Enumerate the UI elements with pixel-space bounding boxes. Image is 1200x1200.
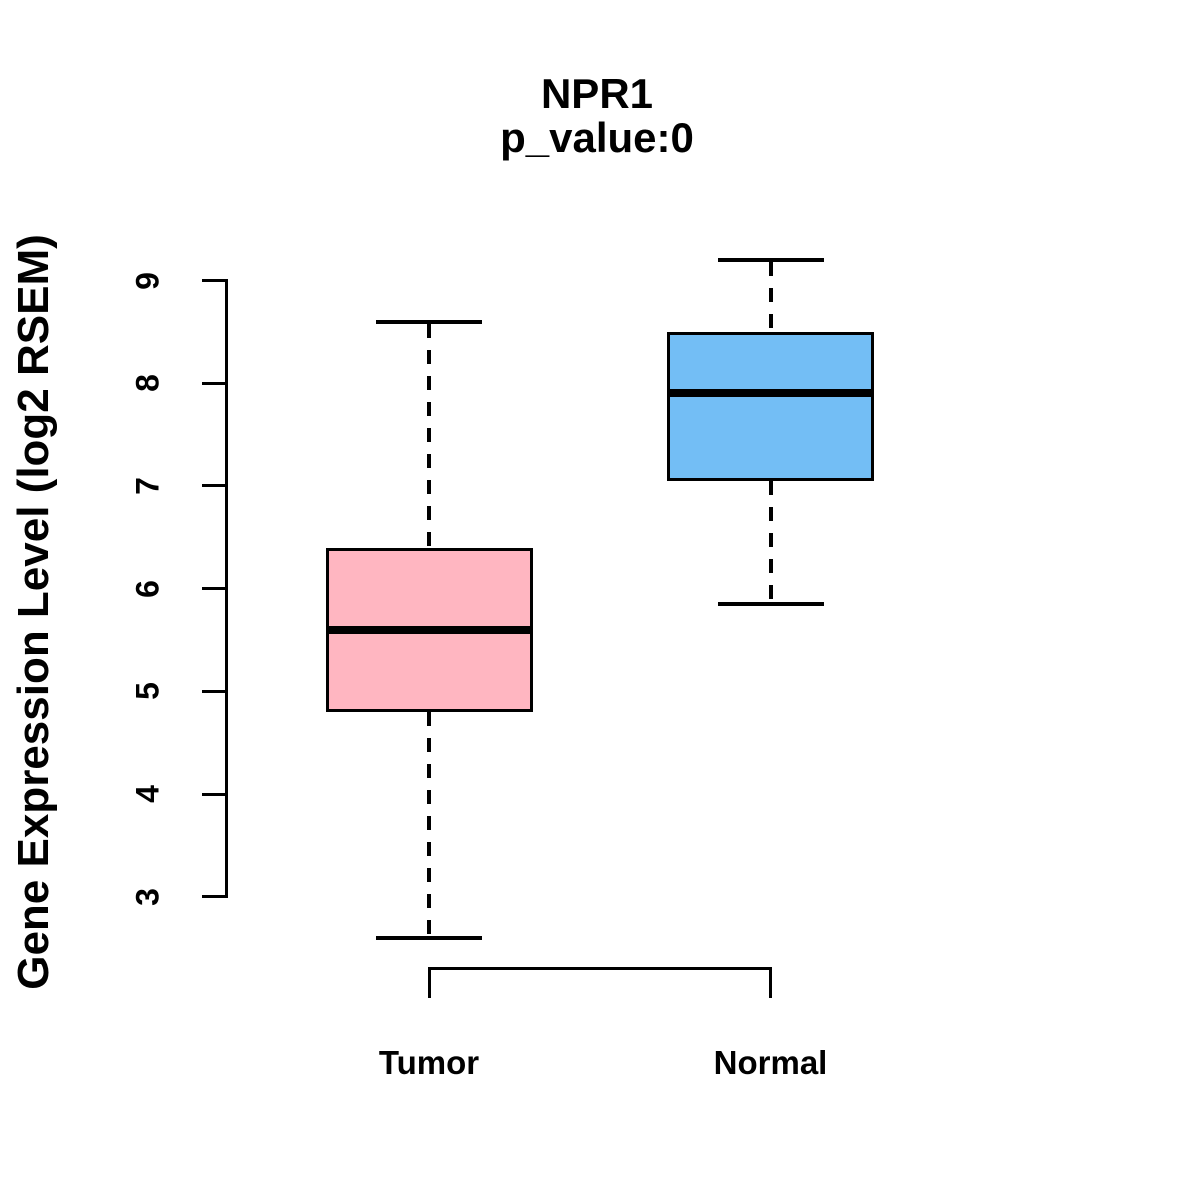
- chart-title: NPR1: [540, 70, 654, 117]
- y-tick-mark: [202, 792, 225, 796]
- y-tick-label: 6: [129, 579, 166, 598]
- y-tick-mark: [202, 587, 225, 591]
- tumor-lower-whisker-line: [427, 711, 431, 936]
- y-tick-label: 4: [129, 785, 166, 803]
- normal-upper-whisker-cap: [717, 257, 824, 262]
- tumor-upper-whisker-line: [427, 323, 431, 548]
- normal-box: [667, 331, 874, 481]
- y-tick-mark: [202, 689, 225, 693]
- y-tick-label: 8: [129, 374, 166, 393]
- chart-subtitle: p_value:0: [500, 114, 694, 161]
- tumor-median-line: [325, 625, 533, 634]
- y-axis-line: [225, 279, 228, 899]
- normal-lower-whisker-cap: [717, 602, 824, 606]
- y-tick-label: 7: [129, 476, 166, 495]
- y-tick-mark: [202, 279, 225, 282]
- tumor-category-label: Tumor: [378, 1044, 480, 1081]
- normal-upper-whisker-line: [768, 261, 773, 332]
- tumor-lower-whisker-cap: [376, 935, 482, 940]
- normal-median-line: [667, 389, 874, 398]
- normal-lower-whisker-line: [768, 480, 773, 602]
- y-tick-mark: [202, 484, 225, 488]
- y-tick-label: 5: [129, 682, 166, 701]
- tumor-upper-whisker-cap: [376, 319, 482, 324]
- y-tick-mark: [202, 895, 225, 899]
- normal-category-label: Normal: [713, 1044, 828, 1081]
- comparison-bracket: [427, 966, 772, 998]
- y-tick-label: 3: [129, 887, 166, 906]
- y-tick-label: 9: [129, 271, 166, 290]
- y-tick-mark: [202, 381, 225, 385]
